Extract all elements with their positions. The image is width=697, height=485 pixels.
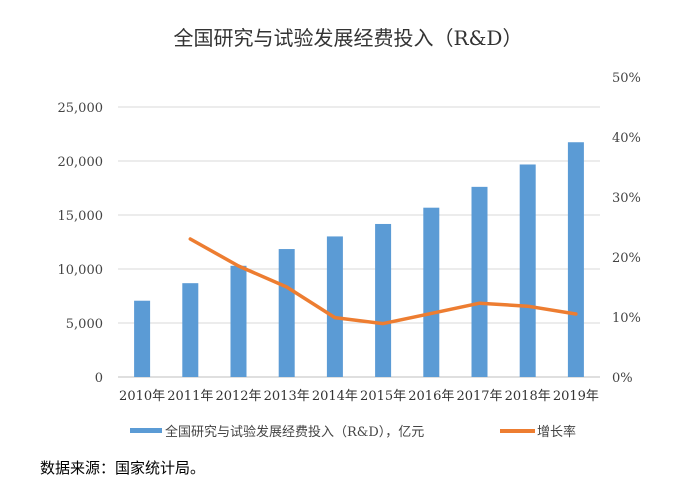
bar <box>567 142 584 377</box>
bar <box>326 236 343 377</box>
left-tick-label: 0 <box>95 371 103 386</box>
bar <box>471 186 488 377</box>
bar <box>278 249 295 377</box>
left-tick-label: 5,000 <box>66 317 103 332</box>
chart-title: 全国研究与试验发展经费投入（R&D） <box>174 26 523 50</box>
left-tick-label: 15,000 <box>58 209 104 224</box>
x-tick-label: 2018年 <box>505 389 551 404</box>
right-tick-label: 20% <box>612 251 641 266</box>
bar <box>134 300 151 377</box>
x-tick-label: 2019年 <box>553 389 599 404</box>
legend-label-bar: 全国研究与试验发展经费投入（R&D），亿元 <box>165 424 424 440</box>
x-tick-label: 2017年 <box>456 389 502 404</box>
x-tick-label: 2011年 <box>167 389 213 404</box>
source-note: 数据来源：国家统计局。 <box>40 459 206 477</box>
legend-swatch-bar <box>130 428 162 433</box>
right-tick-label: 40% <box>612 131 641 146</box>
x-tick-label: 2015年 <box>360 389 406 404</box>
bar <box>182 283 199 377</box>
bar <box>375 223 392 377</box>
x-tick-label: 2014年 <box>312 389 358 404</box>
left-tick-label: 20,000 <box>58 155 104 170</box>
right-tick-label: 10% <box>612 311 641 326</box>
bar <box>230 265 247 377</box>
legend-label-line: 增长率 <box>537 424 576 440</box>
x-tick-label: 2012年 <box>215 389 261 404</box>
bar <box>423 207 440 377</box>
right-tick-label: 30% <box>612 191 641 206</box>
right-tick-label: 50% <box>612 71 641 86</box>
bar <box>519 164 536 377</box>
x-tick-label: 2013年 <box>264 389 310 404</box>
left-tick-label: 25,000 <box>58 101 104 116</box>
left-tick-label: 10,000 <box>58 263 104 278</box>
right-tick-label: 0% <box>612 371 633 386</box>
x-tick-label: 2010年 <box>119 389 165 404</box>
x-tick-label: 2016年 <box>408 389 454 404</box>
